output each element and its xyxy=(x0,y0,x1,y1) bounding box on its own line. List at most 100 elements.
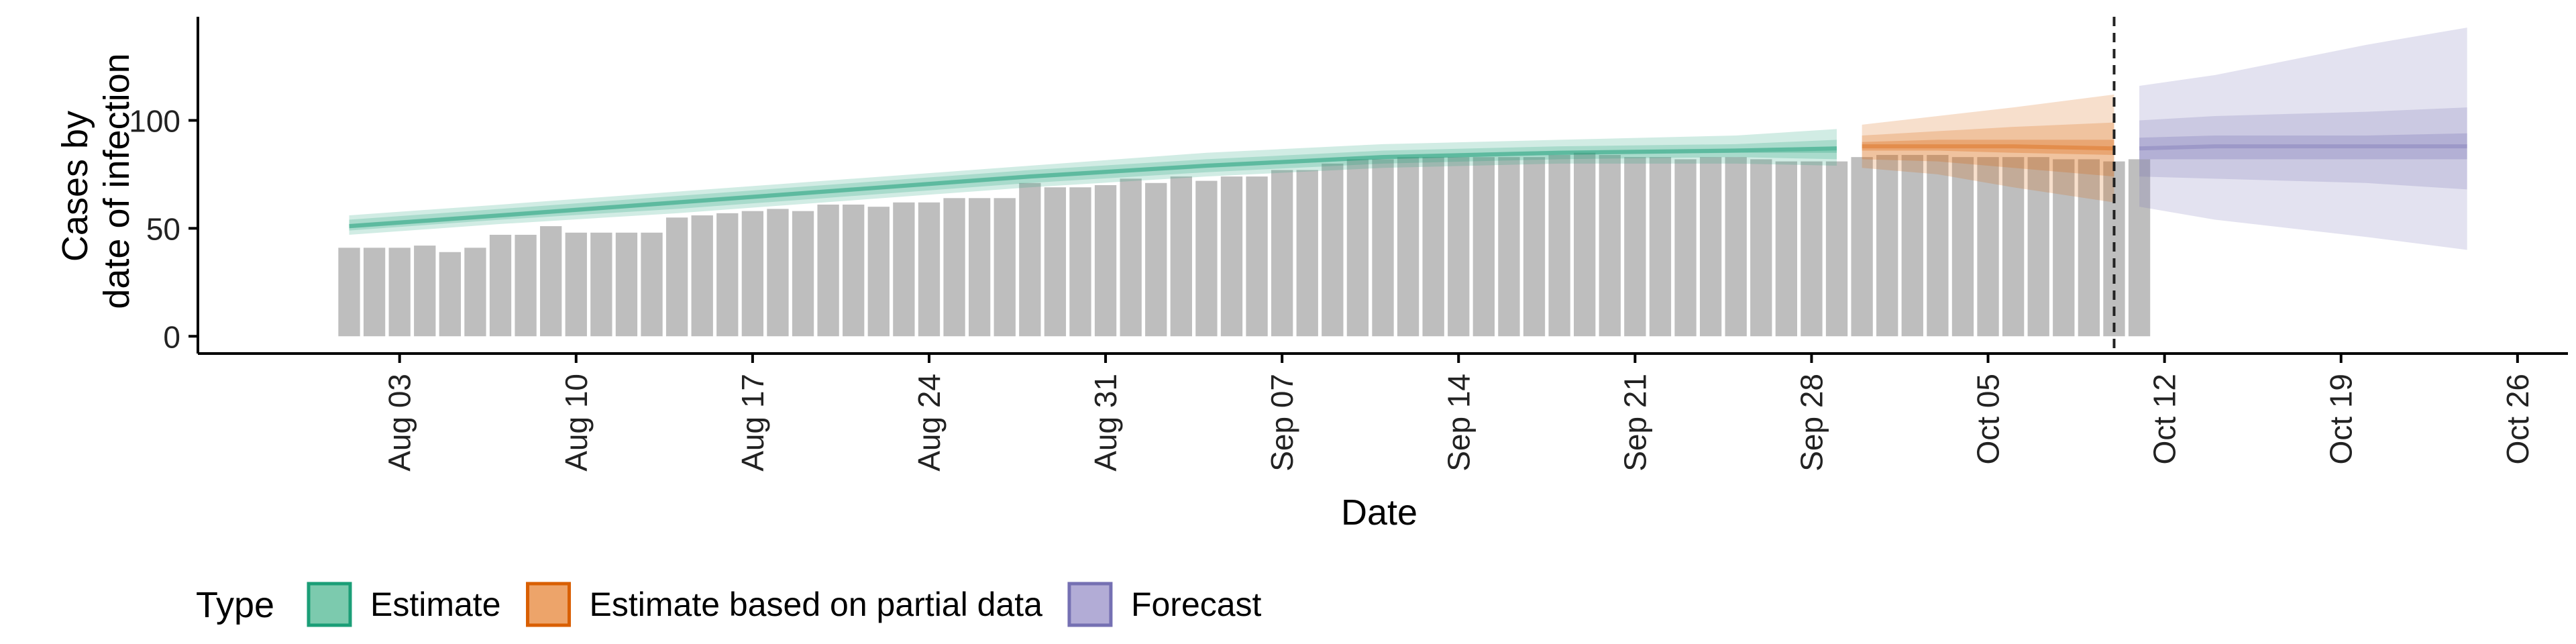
case-bar xyxy=(1750,159,1772,337)
case-bar xyxy=(1977,157,1999,337)
y-axis-title: Cases by date of infection xyxy=(55,53,137,309)
case-bar xyxy=(464,248,486,337)
case-bar xyxy=(338,248,360,337)
case-bar xyxy=(918,202,941,337)
y-axis-title-line-1: Cases by xyxy=(55,111,95,262)
case-bar xyxy=(641,232,663,337)
case-bar xyxy=(767,209,789,337)
outer-interval xyxy=(1862,94,2114,203)
case-bar xyxy=(1346,159,1369,337)
case-bar xyxy=(1472,157,1495,337)
case-bar xyxy=(489,235,512,337)
median-line xyxy=(2139,144,2467,151)
case-bar xyxy=(1019,182,1041,337)
band-estimate-based-on-partial-data xyxy=(1862,94,2114,203)
case-bar xyxy=(1851,157,1873,337)
case-bar xyxy=(363,248,386,337)
case-bar xyxy=(388,248,411,337)
case-bar xyxy=(1271,170,1293,337)
legend-label: Forecast xyxy=(1131,586,1262,623)
case-bar xyxy=(1548,154,1570,337)
median-line xyxy=(1862,144,2114,151)
x-ticks: Aug 03 Aug 10 Aug 17 Aug 24 Aug 31 Sep 07 Sep … xyxy=(382,354,2535,472)
case-bar xyxy=(1044,187,1067,337)
case-bar xyxy=(1775,161,1798,337)
x-tick-label: Oct 05 xyxy=(1971,374,2006,465)
x-tick-label: Oct 26 xyxy=(2500,374,2535,465)
y-tick-label: 50 xyxy=(146,211,180,246)
legend-item: Estimate xyxy=(307,582,501,627)
case-bar xyxy=(716,213,739,337)
legend-key xyxy=(526,582,572,627)
case-bar xyxy=(1195,180,1218,337)
legend-item: Estimate based on partial data xyxy=(526,582,1043,627)
x-tick-label: Sep 28 xyxy=(1794,374,1829,472)
legend-key xyxy=(1067,582,1113,627)
case-bar xyxy=(1901,154,1923,337)
x-tick-label: Aug 31 xyxy=(1088,374,1123,472)
middle-interval xyxy=(2139,107,2467,190)
case-bar xyxy=(1699,157,1722,337)
y-tick-label: 100 xyxy=(129,103,180,138)
case-bar xyxy=(893,202,915,337)
case-bar xyxy=(1422,157,1444,337)
case-bar xyxy=(1397,157,1419,337)
outer-interval xyxy=(2139,28,2467,250)
case-bar xyxy=(1120,178,1142,337)
case-bar xyxy=(1951,157,1974,337)
case-bar xyxy=(1069,187,1091,337)
legend: Type Estimate Estimate based on partial d… xyxy=(196,582,1262,627)
case-bar xyxy=(1372,159,1394,337)
case-bar xyxy=(414,246,436,337)
case-bar xyxy=(1296,170,1318,337)
x-tick-label: Aug 03 xyxy=(382,374,417,472)
x-tick-label: Sep 14 xyxy=(1441,374,1476,472)
case-bar xyxy=(968,198,991,337)
case-bar xyxy=(1825,161,1848,337)
y-ticks: 0 50 100 xyxy=(129,103,198,354)
case-bar xyxy=(1876,154,1898,337)
legend-title: Type xyxy=(196,585,274,625)
x-tick-label: Aug 10 xyxy=(559,374,594,472)
bars-layer xyxy=(338,152,2151,337)
case-bar xyxy=(540,226,562,337)
legend-label: Estimate xyxy=(370,586,501,623)
case-bar xyxy=(1599,154,1621,337)
outer-interval xyxy=(349,129,1837,235)
x-tick-label: Sep 07 xyxy=(1265,374,1299,472)
x-tick-label: Aug 24 xyxy=(912,374,947,472)
case-bar xyxy=(1246,176,1268,337)
band-estimate xyxy=(349,129,1837,235)
legend-key xyxy=(307,582,352,627)
case-bar xyxy=(515,235,537,337)
case-bar xyxy=(1801,161,1823,337)
case-bar xyxy=(1145,182,1167,337)
x-tick-label: Oct 12 xyxy=(2147,374,2182,465)
case-bar xyxy=(615,232,638,337)
case-bar xyxy=(1674,159,1697,337)
case-bar xyxy=(1523,157,1546,337)
x-tick-label: Aug 17 xyxy=(735,374,770,472)
case-bar xyxy=(843,204,865,337)
case-bar xyxy=(1927,154,1949,337)
case-bar xyxy=(1624,157,1646,337)
y-axis-title-line-2: date of infection xyxy=(97,53,137,309)
case-bar xyxy=(2002,157,2025,337)
inner-interval xyxy=(2139,133,2467,160)
case-bar xyxy=(2128,159,2151,337)
inner-interval xyxy=(1862,140,2114,155)
legend-items: Estimate Estimate based on partial data Fo… xyxy=(307,582,1262,627)
case-bar xyxy=(792,211,814,337)
legend-label: Estimate based on partial data xyxy=(590,586,1043,623)
x-tick-label: Sep 21 xyxy=(1617,374,1652,472)
case-bar xyxy=(1725,157,1747,337)
case-bar xyxy=(1448,157,1470,337)
band-forecast xyxy=(2139,28,2467,250)
ribbons-layer xyxy=(349,28,2467,250)
case-bar xyxy=(590,232,612,337)
case-bar xyxy=(665,217,688,337)
case-bar xyxy=(439,252,462,337)
middle-interval xyxy=(349,140,1837,231)
case-bar xyxy=(1649,157,1672,337)
